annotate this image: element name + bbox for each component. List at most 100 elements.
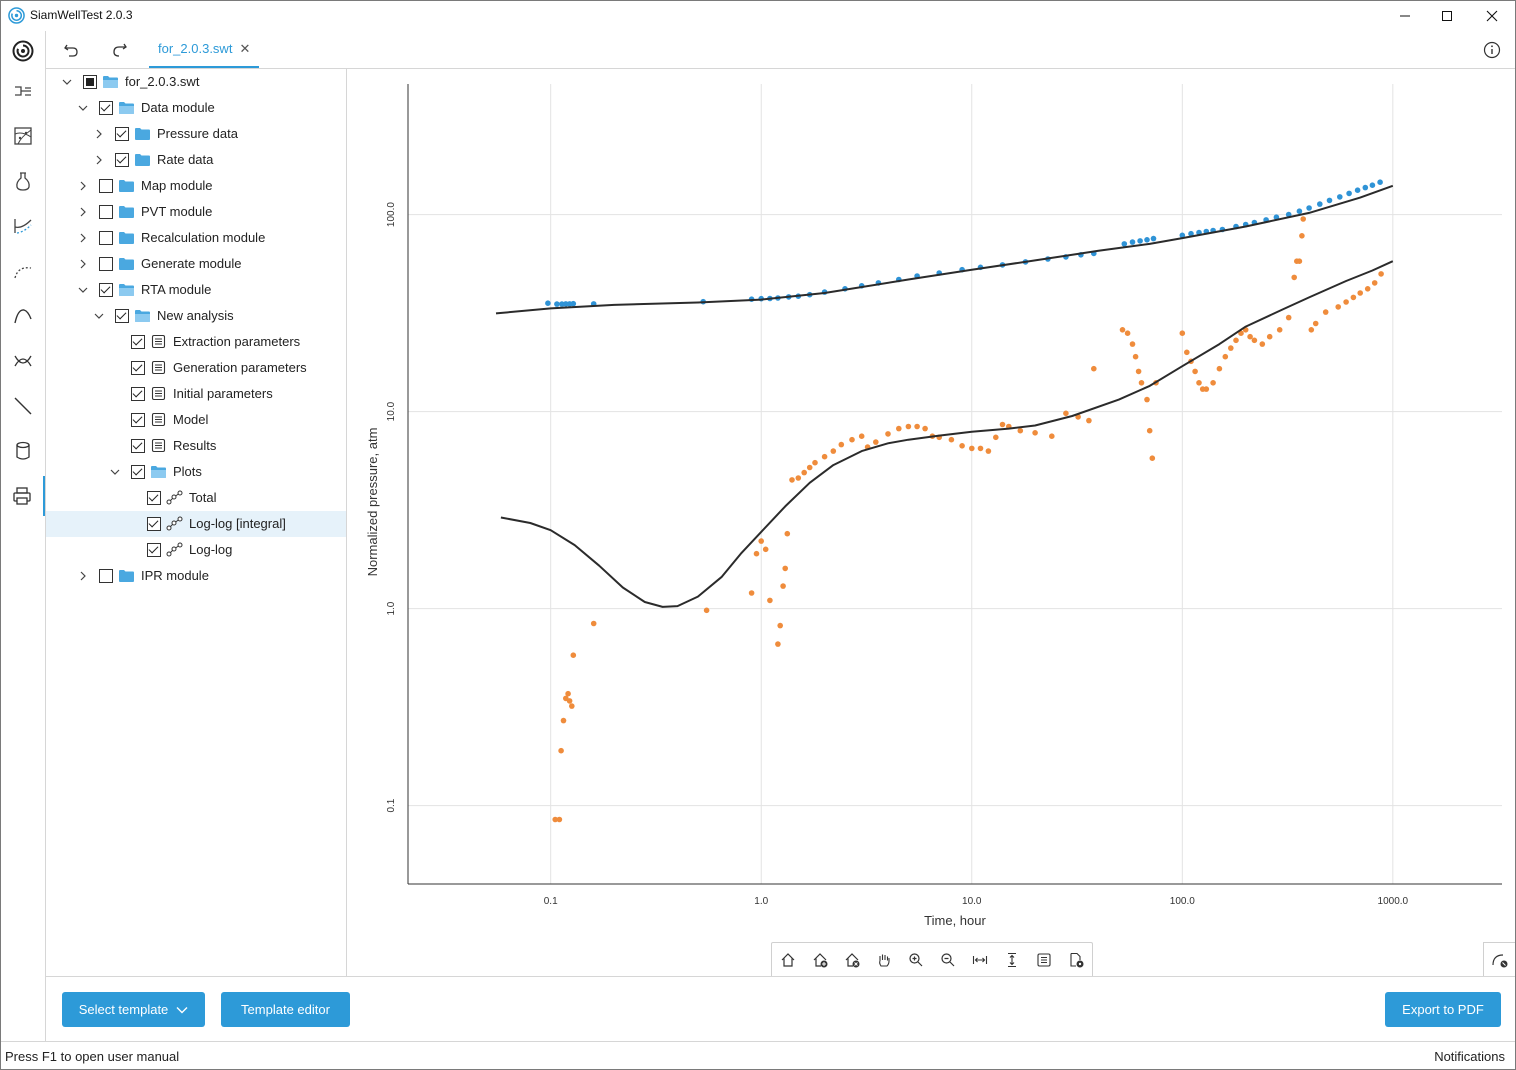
tree-checkbox[interactable] [131, 465, 145, 479]
rail-generate-module[interactable] [1, 251, 45, 291]
tree-item[interactable]: Log-log [integral] [46, 511, 346, 537]
rail-print-reports[interactable] [1, 476, 45, 516]
rail-pvt-module[interactable] [1, 161, 45, 201]
tree-item[interactable]: Recalculation module [46, 225, 346, 251]
rail-ipr-module[interactable] [1, 341, 45, 381]
plot-home-remove-button[interactable] [842, 950, 862, 970]
chevron-down-icon[interactable] [77, 284, 89, 296]
chevron-down-icon[interactable] [109, 466, 121, 478]
tree-item[interactable]: Map module [46, 173, 346, 199]
plot-export-button[interactable] [1066, 950, 1086, 970]
rail-rta-module[interactable] [1, 296, 45, 336]
data-point [858, 433, 865, 440]
maximize-button[interactable] [1424, 1, 1470, 31]
plot-home-add-button[interactable] [810, 950, 830, 970]
rail-recalc-module[interactable] [1, 206, 45, 246]
plot-zoom-in-button[interactable] [906, 950, 926, 970]
tree-item[interactable]: Rate data [46, 147, 346, 173]
tree-checkbox[interactable] [99, 283, 113, 297]
plot-zoom-out-button[interactable] [938, 950, 958, 970]
plot-legend-button[interactable] [1034, 950, 1054, 970]
data-point [873, 439, 879, 445]
tab-close-icon[interactable]: ✕ [239, 40, 251, 56]
tree-checkbox[interactable] [99, 231, 113, 245]
tree-checkbox[interactable] [131, 413, 145, 427]
chevron-right-icon[interactable] [77, 258, 89, 270]
tree-checkbox[interactable] [99, 569, 113, 583]
tree-item[interactable]: Log-log [46, 537, 346, 563]
tree-checkbox[interactable] [131, 335, 145, 349]
data-point [1228, 345, 1234, 351]
rail-database[interactable] [1, 431, 45, 471]
info-button[interactable] [1483, 41, 1501, 62]
tree-item[interactable]: Extraction parameters [46, 329, 346, 355]
chevron-right-icon[interactable] [93, 128, 105, 140]
data-point [1119, 327, 1126, 333]
redo-button[interactable] [109, 39, 131, 61]
tree-item[interactable]: Results [46, 433, 346, 459]
tree-checkbox[interactable] [99, 205, 113, 219]
chevron-right-icon[interactable] [77, 180, 89, 192]
tree-item[interactable]: RTA module [46, 277, 346, 303]
tree-item[interactable]: PVT module [46, 199, 346, 225]
tree-item[interactable]: Model [46, 407, 346, 433]
tree-item[interactable]: Data module [46, 95, 346, 121]
bottom-action-bar: Select template Template editor Export t… [46, 976, 1515, 1041]
tree-checkbox[interactable] [131, 361, 145, 375]
tab-file[interactable]: for_2.0.3.swt ✕ [149, 31, 260, 68]
tree-checkbox[interactable] [147, 491, 161, 505]
tree-item[interactable]: Generation parameters [46, 355, 346, 381]
plot-fit-horizontal-button[interactable] [970, 950, 990, 970]
tree-item[interactable]: IPR module [46, 563, 346, 589]
tree-checkbox[interactable] [99, 257, 113, 271]
tree-checkbox[interactable] [99, 101, 113, 115]
tree-item[interactable]: for_2.0.3.swt [46, 69, 346, 95]
tree-item[interactable]: Total [46, 485, 346, 511]
tree-item[interactable]: Generate module [46, 251, 346, 277]
data-point [1179, 232, 1186, 239]
tree-item[interactable]: Pressure data [46, 121, 346, 147]
plot-corner-button[interactable] [1483, 942, 1515, 976]
data-point [1247, 333, 1253, 340]
data-point [1222, 353, 1229, 360]
data-point [1017, 427, 1024, 434]
undo-button[interactable] [60, 39, 82, 61]
chevron-right-icon[interactable] [77, 570, 89, 582]
close-window-button[interactable] [1469, 1, 1515, 31]
chevron-down-icon[interactable] [93, 310, 105, 322]
plot-home-button[interactable] [778, 950, 798, 970]
tree-item[interactable]: Initial parameters [46, 381, 346, 407]
tree-item[interactable]: New analysis [46, 303, 346, 329]
rail-map-module[interactable] [1, 116, 45, 156]
project-tree: for_2.0.3.swt Data module Pressure data Rat… [46, 69, 347, 976]
chevron-right-icon[interactable] [93, 154, 105, 166]
chevron-right-icon[interactable] [77, 206, 89, 218]
template-editor-button[interactable]: Template editor [221, 992, 350, 1027]
data-point [838, 441, 845, 448]
chevron-down-icon[interactable] [61, 76, 73, 88]
tree-checkbox[interactable] [115, 127, 129, 141]
tree-item-label: Data module [141, 100, 215, 115]
chevron-right-icon[interactable] [77, 232, 89, 244]
export-pdf-button[interactable]: Export to PDF [1385, 992, 1501, 1027]
minimize-button[interactable] [1382, 1, 1428, 31]
select-template-button[interactable]: Select template [62, 992, 205, 1027]
tree-checkbox[interactable] [131, 439, 145, 453]
chevron-down-icon[interactable] [77, 102, 89, 114]
log-log-plot[interactable]: 0.1 1.0 10.0 100.0 1000.0 0.1 1.0 10.0 100.0 Time… [347, 69, 1515, 939]
tree-checkbox[interactable] [99, 179, 113, 193]
tree-checkbox[interactable] [115, 153, 129, 167]
tree-checkbox[interactable] [131, 387, 145, 401]
rail-home-button[interactable] [1, 31, 45, 71]
rail-data-module[interactable] [1, 71, 45, 111]
tree-checkbox[interactable] [147, 543, 161, 557]
tree-item[interactable]: Plots [46, 459, 346, 485]
tree-checkbox[interactable] [147, 517, 161, 531]
plot-fit-vertical-button[interactable] [1002, 950, 1022, 970]
notifications-link[interactable]: Notifications [1434, 1049, 1505, 1064]
tree-checkbox[interactable] [83, 75, 97, 89]
plot-pan-button[interactable] [874, 950, 894, 970]
tree-checkbox[interactable] [115, 309, 129, 323]
tree-item-label: Log-log [189, 542, 233, 557]
rail-line-tool[interactable] [1, 386, 45, 426]
